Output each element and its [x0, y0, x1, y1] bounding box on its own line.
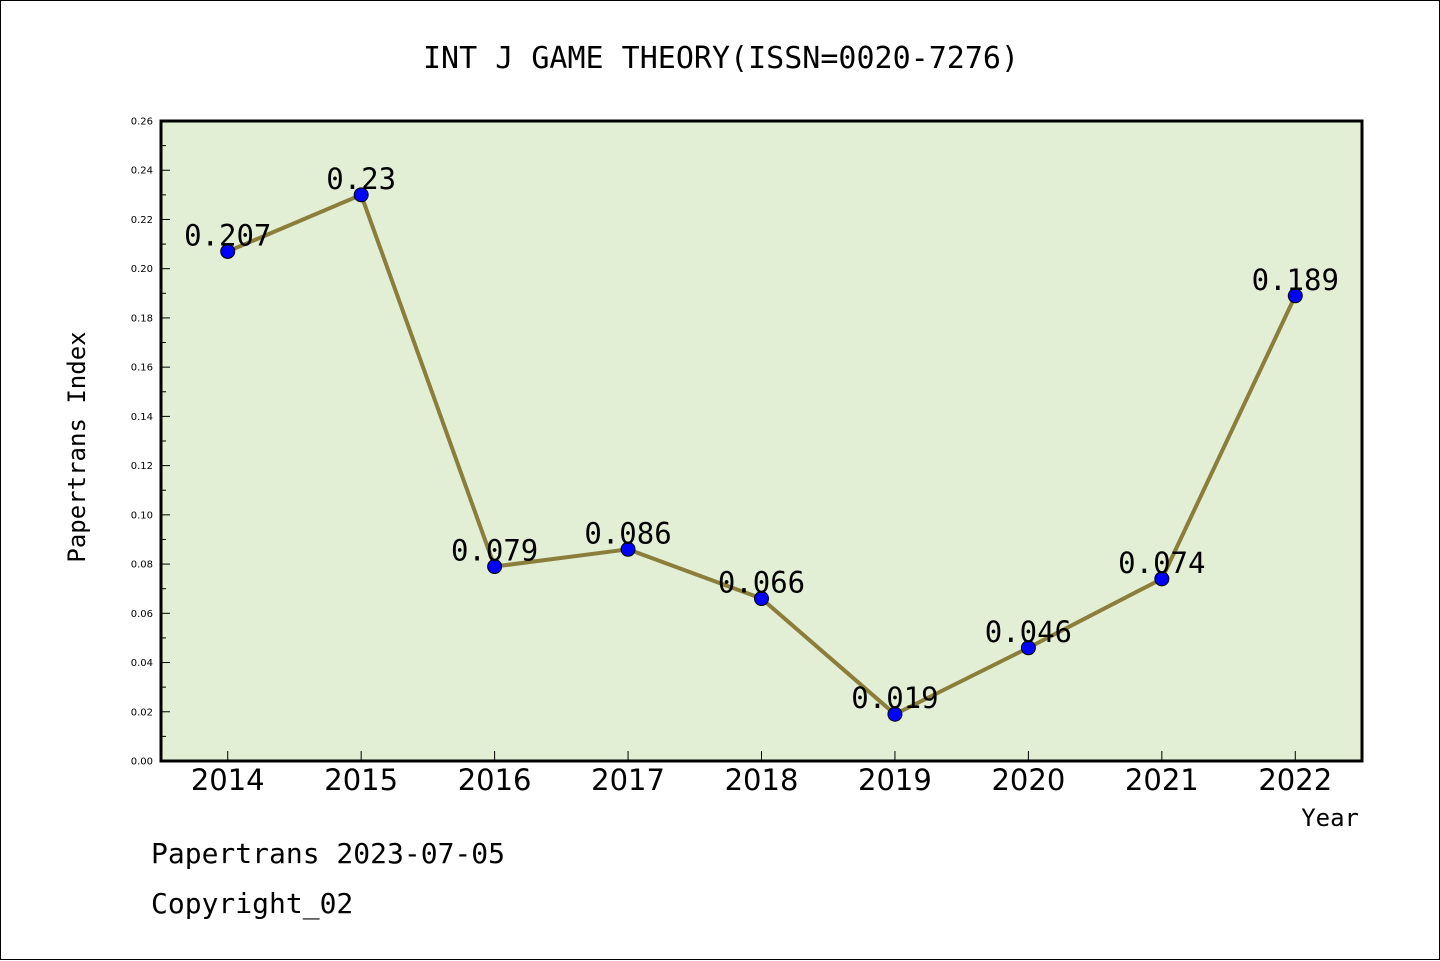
- y-tick-label: 0.22: [131, 215, 153, 226]
- data-label: 0.086: [584, 516, 671, 550]
- data-label: 0.046: [985, 615, 1072, 649]
- y-tick-label: 0.00: [131, 757, 153, 768]
- chart-title: INT J GAME THEORY(ISSN=0020-7276): [423, 41, 1019, 76]
- data-label: 0.23: [326, 162, 396, 196]
- y-tick-label: 0.08: [131, 560, 153, 571]
- x-tick-label: 2015: [324, 763, 398, 797]
- data-point: [487, 559, 503, 575]
- footer-date: Papertrans 2023-07-05: [151, 837, 506, 870]
- data-point: [1287, 288, 1303, 304]
- data-point: [754, 591, 769, 607]
- x-tick-label: 2021: [1125, 763, 1199, 797]
- data-point: [1020, 640, 1036, 656]
- y-axis-title: Papertrans Index: [63, 331, 91, 562]
- x-tick-label: 2016: [458, 763, 532, 797]
- y-tick-label: 0.02: [131, 707, 153, 718]
- y-tick-label: 0.24: [131, 166, 153, 177]
- data-label: 0.207: [184, 218, 271, 252]
- data-point: [887, 706, 903, 722]
- data-point: [220, 243, 236, 259]
- x-axis-title: Year: [1301, 804, 1359, 832]
- x-tick-label: 2014: [191, 763, 265, 797]
- x-tick-label: 2019: [858, 763, 932, 797]
- data-label: 0.074: [1118, 546, 1205, 580]
- plot-border: [159, 119, 1364, 763]
- data-label: 0.019: [851, 681, 938, 715]
- x-axis: 2014 2015 2016 2017 2018 2019 2020 2021 2022: [191, 751, 1332, 797]
- data-label: 0.079: [451, 534, 538, 568]
- y-tick-label: 0.12: [131, 461, 153, 472]
- y-tick-label: 0.04: [131, 658, 153, 669]
- y-tick-label: 0.20: [131, 264, 153, 275]
- y-tick-label: 0.10: [131, 510, 153, 521]
- plot-area: [161, 121, 1362, 761]
- y-tick-label: 0.06: [131, 609, 153, 620]
- x-tick-label: 2022: [1258, 763, 1332, 797]
- y-tick-label: 0.18: [131, 313, 153, 324]
- x-tick-label: 2020: [991, 763, 1065, 797]
- footer-copyright: Copyright_02: [151, 887, 354, 920]
- x-tick-label: 2018: [725, 763, 799, 797]
- x-tick-label: 2017: [591, 763, 665, 797]
- data-label: 0.066: [718, 566, 805, 600]
- y-axis: 0.00 0.02 0.04 0.06 0.08 0.10 0.12 0.14 0.16 0.18…: [131, 117, 170, 768]
- data-point: [1154, 571, 1170, 587]
- y-tick-label: 0.14: [131, 412, 153, 423]
- y-tick-label: 0.16: [131, 363, 153, 374]
- y-tick-label: 0.26: [131, 117, 153, 128]
- data-point: [353, 187, 369, 203]
- data-label: 0.189: [1252, 263, 1339, 297]
- data-labels: 0.207 0.23 0.079 0.086 0.066 0.019 0.046 0.074 0…: [184, 162, 1339, 715]
- data-point: [620, 541, 636, 557]
- data-series: [220, 187, 1303, 722]
